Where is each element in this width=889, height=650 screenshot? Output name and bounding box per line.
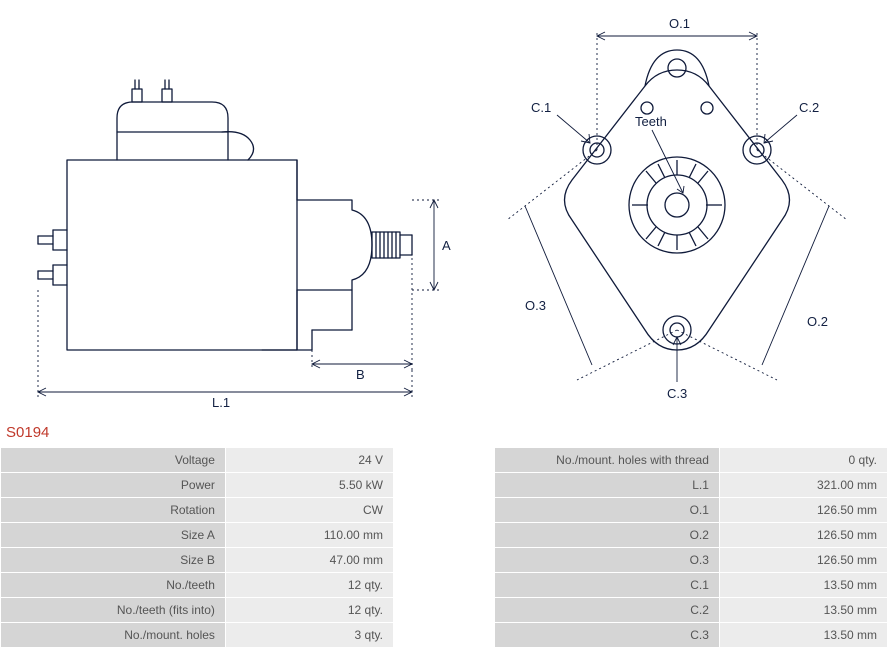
spec-value: 110.00 mm [225,523,393,548]
spec-table-left: Voltage24 VPower5.50 kWRotationCWSize A1… [0,447,394,648]
spec-label: C.3 [495,623,720,648]
table-row: Size A110.00 mm [1,523,394,548]
table-row: No./teeth12 qty. [1,573,394,598]
spec-label: Voltage [1,448,226,473]
spec-value: 12 qty. [225,598,393,623]
front-view-diagram: O.1 O.2 O.3 C.1 C.2 C.3 Teeth [477,10,877,410]
dim-label-c3: C.3 [667,386,687,401]
table-row: Power5.50 kW [1,473,394,498]
spec-value: 12 qty. [225,573,393,598]
dim-label-l1: L.1 [212,395,230,410]
spec-value: 13.50 mm [719,623,887,648]
dim-label-o2: O.2 [807,314,828,329]
spec-value: 0 qty. [719,448,887,473]
spec-value: 126.50 mm [719,548,887,573]
spec-value: 13.50 mm [719,598,887,623]
spec-label: C.1 [495,573,720,598]
table-row: No./mount. holes3 qty. [1,623,394,648]
dim-label-o1: O.1 [669,16,690,31]
table-row: O.2126.50 mm [495,523,888,548]
spec-value: 126.50 mm [719,498,887,523]
spec-label: O.3 [495,548,720,573]
side-view-diagram: A B L.1 [12,40,452,410]
table-row: C.113.50 mm [495,573,888,598]
spec-value: 47.00 mm [225,548,393,573]
spec-label: O.1 [495,498,720,523]
table-row: Size B47.00 mm [1,548,394,573]
spec-tables: Voltage24 VPower5.50 kWRotationCWSize A1… [0,447,889,648]
spec-label: No./mount. holes [1,623,226,648]
spec-label: L.1 [495,473,720,498]
dim-label-teeth: Teeth [635,114,667,129]
part-number: S0194 [0,420,889,447]
spec-label: Size B [1,548,226,573]
spec-label: Power [1,473,226,498]
spec-value: 126.50 mm [719,523,887,548]
dim-label-o3: O.3 [525,298,546,313]
table-row: C.213.50 mm [495,598,888,623]
table-row: C.313.50 mm [495,623,888,648]
spec-value: 13.50 mm [719,573,887,598]
spec-label: C.2 [495,598,720,623]
spec-value: 24 V [225,448,393,473]
dim-label-c1: C.1 [531,100,551,115]
spec-value: 321.00 mm [719,473,887,498]
table-row: O.1126.50 mm [495,498,888,523]
table-row: RotationCW [1,498,394,523]
diagram-area: A B L.1 [0,0,889,420]
spec-table-right: No./mount. holes with thread0 qty.L.1321… [494,447,888,648]
spec-value: 3 qty. [225,623,393,648]
dim-label-b: B [356,367,365,382]
spec-label: Size A [1,523,226,548]
spec-label: O.2 [495,523,720,548]
spec-value: CW [225,498,393,523]
spec-label: Rotation [1,498,226,523]
spec-label: No./teeth (fits into) [1,598,226,623]
dim-label-a: A [442,238,451,253]
table-row: L.1321.00 mm [495,473,888,498]
table-row: O.3126.50 mm [495,548,888,573]
dim-label-c2: C.2 [799,100,819,115]
spec-label: No./mount. holes with thread [495,448,720,473]
table-row: No./mount. holes with thread0 qty. [495,448,888,473]
table-row: No./teeth (fits into)12 qty. [1,598,394,623]
table-row: Voltage24 V [1,448,394,473]
spec-value: 5.50 kW [225,473,393,498]
spec-label: No./teeth [1,573,226,598]
